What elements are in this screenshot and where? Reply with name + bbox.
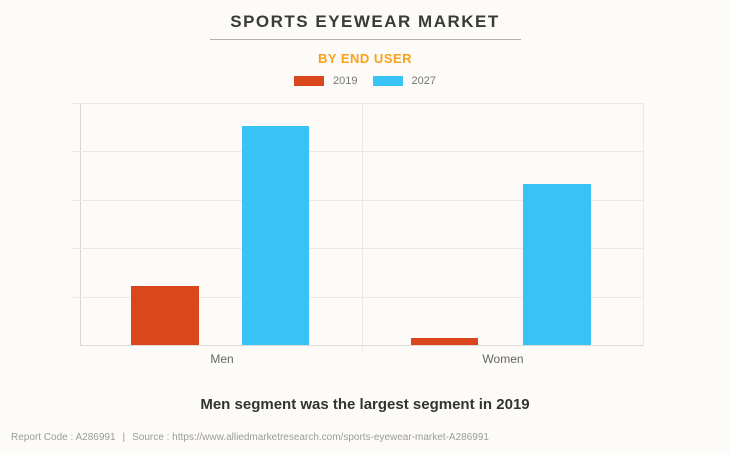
plot-area: Men Women	[73, 103, 644, 366]
footer-separator: |	[122, 432, 126, 443]
legend-label-2019: 2019	[333, 75, 358, 87]
bar-women-2019	[411, 338, 478, 345]
bar-men-2027	[242, 126, 309, 345]
bar-men-2019	[131, 286, 199, 345]
chart-footnote: Men segment was the largest segment in 2…	[200, 396, 530, 413]
legend-label-2027: 2027	[411, 75, 436, 87]
legend-item-2019: 2019	[294, 75, 358, 87]
legend-item-2027: 2027	[372, 75, 436, 87]
report-code-text: Report Code : A286991	[11, 432, 116, 443]
source-url-text: Source : https://www.alliedmarketresearc…	[132, 432, 489, 443]
plot-right-border	[643, 103, 644, 345]
gridline	[73, 199, 644, 201]
chart-title: SPORTS EYEWEAR MARKET	[230, 12, 500, 31]
source-footer: Report Code : A286991 | Source : https://w…	[11, 432, 489, 443]
title-divider	[209, 39, 521, 40]
x-axis-label-men: Men	[210, 352, 234, 366]
category-divider-line	[362, 103, 363, 353]
chart-legend: 2019 2027	[0, 75, 730, 87]
chart-subtitle: BY END USER	[317, 51, 413, 66]
gridline	[73, 296, 644, 298]
bar-women-2027	[523, 184, 591, 345]
gridline	[73, 248, 644, 250]
gridline	[73, 103, 644, 104]
x-axis-label-women: Women	[482, 352, 524, 366]
legend-swatch-2027	[372, 76, 403, 86]
legend-swatch-2019	[294, 76, 325, 86]
gridline	[73, 151, 644, 153]
